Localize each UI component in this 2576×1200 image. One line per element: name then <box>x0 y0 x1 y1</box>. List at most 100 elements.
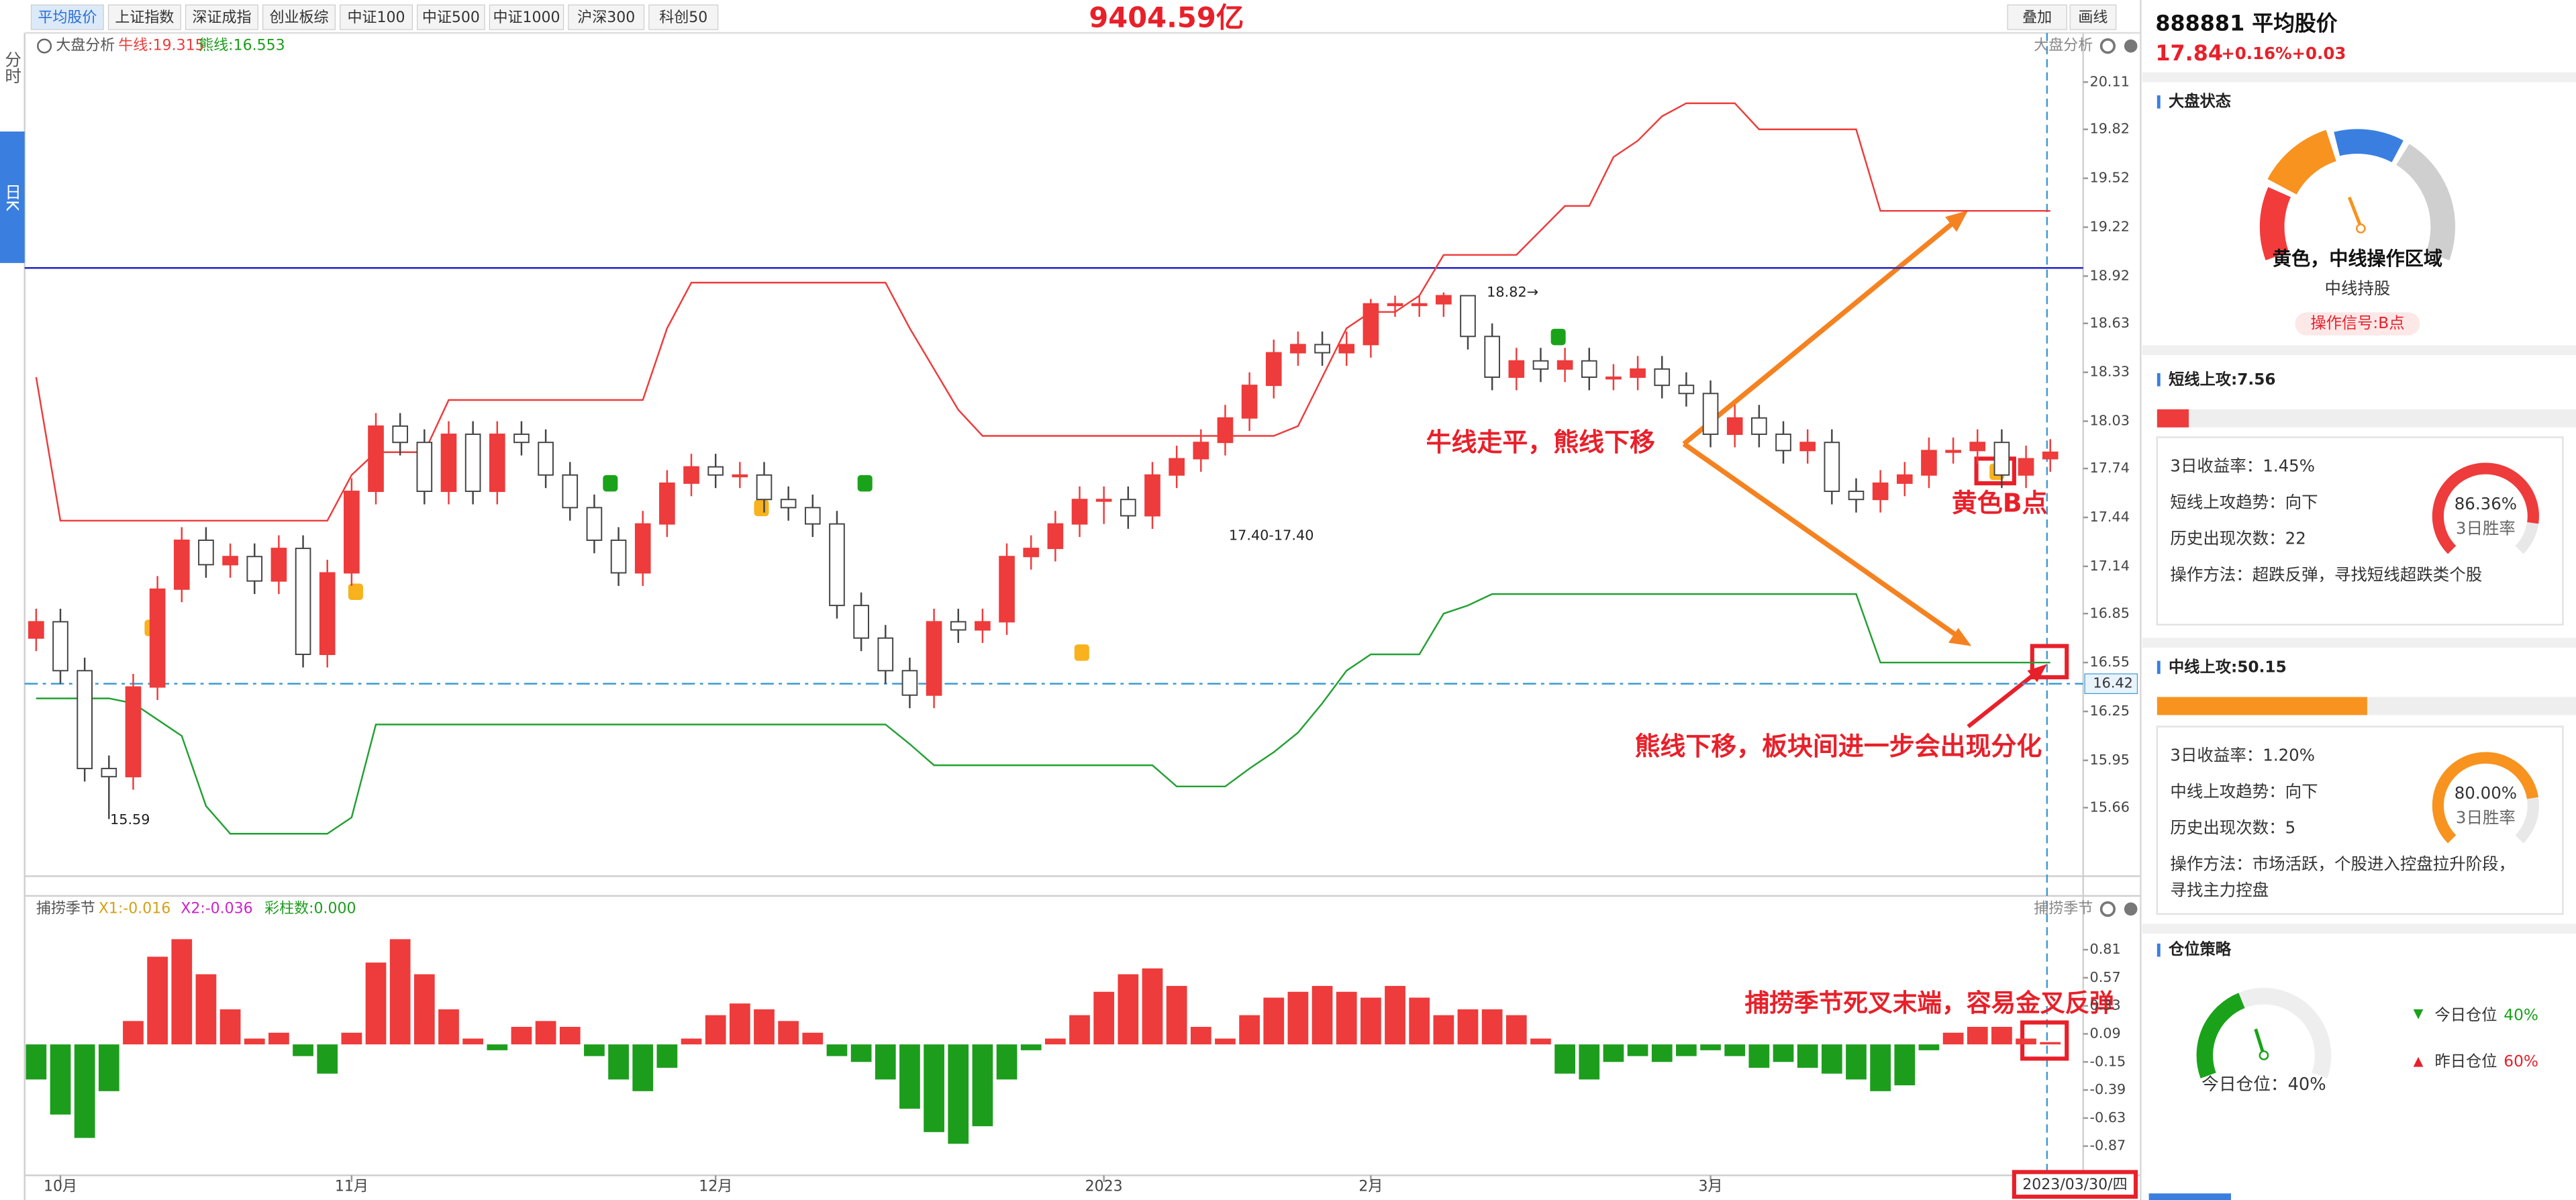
score-title: 中线上攻:50.15 <box>2169 658 2287 676</box>
histogram-bar <box>1846 1044 1867 1080</box>
legend-bear: 熊线:16.553 <box>199 38 285 54</box>
tab[interactable] <box>107 4 181 30</box>
histogram-bar <box>1530 1038 1551 1045</box>
candle-body <box>683 466 699 484</box>
histogram-bar <box>1894 1044 1916 1086</box>
toolbar-button-label[interactable]: 画线 <box>2078 9 2108 26</box>
tab[interactable] <box>417 4 485 30</box>
level-label: 16.42 <box>2093 675 2133 691</box>
info-box <box>2156 436 2564 626</box>
histogram-bar <box>1385 986 1405 1045</box>
winrate-name: 3日胜率 <box>2456 808 2516 828</box>
y-tick-label: 16.55 <box>2089 654 2130 670</box>
market-advice: 中线持股 <box>2325 279 2391 298</box>
histogram-bar <box>972 1044 993 1127</box>
settings-icon[interactable] <box>2099 38 2116 54</box>
tab-label[interactable]: 沪深300 <box>577 9 635 26</box>
histogram-bar <box>1918 1044 1940 1050</box>
state-gauge-segment <box>2267 130 2337 195</box>
up-arrow <box>2413 1056 2424 1067</box>
candle-body <box>344 491 360 574</box>
candle-body <box>1872 482 1889 501</box>
histogram-bar <box>1311 986 1333 1045</box>
histogram-bar <box>705 1015 726 1045</box>
buy-icon <box>1074 644 1089 661</box>
y-tick-label: 15.66 <box>2089 799 2130 815</box>
histogram-bar <box>268 1032 289 1045</box>
state-gauge-needle <box>2347 197 2363 228</box>
y-tick-label: 0.57 <box>2089 969 2120 985</box>
toolbar-button[interactable] <box>2007 4 2067 30</box>
score-title-label: 短线上攻: <box>2169 370 2237 388</box>
winrate-arc <box>2432 752 2538 844</box>
level-label-bg <box>2084 673 2138 695</box>
tab[interactable] <box>185 4 258 30</box>
tab-label[interactable]: 上证指数 <box>115 9 174 26</box>
help-icon[interactable] <box>2124 39 2138 53</box>
histogram-bar <box>1700 1044 1721 1050</box>
histogram-bar <box>26 1044 47 1080</box>
histogram-bar <box>1045 1038 1066 1045</box>
side-tab[interactable]: 日K <box>3 184 22 211</box>
indicator-title-right: 大盘分析 <box>2034 38 2093 54</box>
candle-body <box>950 621 967 631</box>
collapse-icon[interactable] <box>37 38 52 54</box>
tab[interactable] <box>568 4 645 30</box>
tab[interactable] <box>262 4 336 30</box>
tab-label[interactable]: 平均股价 <box>38 9 97 26</box>
candle-body <box>125 686 142 778</box>
state-gauge-segment <box>2334 129 2404 163</box>
tab[interactable] <box>489 4 564 30</box>
tab-label[interactable]: 科创50 <box>659 9 707 26</box>
x-tick-label: 11月 <box>335 1178 368 1195</box>
histogram-bar <box>681 1038 702 1045</box>
candle-body <box>756 474 773 501</box>
section-gap <box>2142 923 2576 934</box>
tab[interactable] <box>30 4 104 30</box>
y-tick-label: 19.82 <box>2089 121 2130 137</box>
candle-body <box>1265 352 1282 387</box>
winrate-arc <box>2432 462 2539 554</box>
y-tick-label: 17.44 <box>2089 509 2130 525</box>
candle-body <box>975 621 991 631</box>
info-line: 中线上攻趋势：向下 <box>2170 782 2318 801</box>
legend-bars: 彩柱数:0.000 <box>264 900 356 917</box>
candle-body <box>780 499 797 509</box>
toolbar-button-label[interactable]: 叠加 <box>2022 9 2052 26</box>
side-tab[interactable]: 分时 <box>3 50 22 83</box>
candle-body <box>1581 360 1597 378</box>
histogram-bar <box>1870 1044 1891 1091</box>
tab[interactable] <box>340 4 413 30</box>
tab-label[interactable]: 深证成指 <box>192 9 251 26</box>
histogram-bar <box>462 1038 484 1045</box>
histogram-bar <box>2040 1042 2061 1045</box>
y-tick-label: -0.15 <box>2089 1053 2126 1069</box>
help-icon[interactable] <box>2124 902 2138 916</box>
info-line: 3日收益率：1.20% <box>2170 746 2315 765</box>
section-marker <box>2157 660 2161 674</box>
section-marker <box>2157 372 2161 387</box>
tab-label[interactable]: 中证100 <box>348 9 405 26</box>
info-line: 短线上攻趋势：向下 <box>2170 492 2318 511</box>
tab-label[interactable]: 中证500 <box>422 9 480 26</box>
y-tick-label: -0.39 <box>2089 1081 2126 1097</box>
candle-body <box>1532 360 1549 370</box>
change-pct: +0.16% <box>2221 44 2291 63</box>
tab[interactable] <box>648 4 719 30</box>
histogram-bar <box>1215 1038 1236 1045</box>
histogram-bar <box>293 1044 313 1056</box>
toolbar-button[interactable] <box>2069 4 2117 30</box>
side-tab-active[interactable] <box>0 131 25 263</box>
candle-body <box>1363 303 1379 346</box>
tab-label[interactable]: 创业板综 <box>269 9 328 26</box>
histogram-bar <box>1554 1044 1575 1074</box>
bear-line <box>36 593 2050 835</box>
histogram-bar <box>1287 991 1309 1045</box>
candle-body <box>464 434 481 493</box>
tab-label[interactable]: 中证1000 <box>493 9 560 26</box>
histogram-bar <box>50 1044 71 1115</box>
change: +0.03 <box>2292 44 2346 63</box>
histogram-bar <box>438 1009 459 1045</box>
settings-icon[interactable] <box>2099 901 2116 917</box>
legend-x2: X2:-0.036 <box>181 900 252 917</box>
